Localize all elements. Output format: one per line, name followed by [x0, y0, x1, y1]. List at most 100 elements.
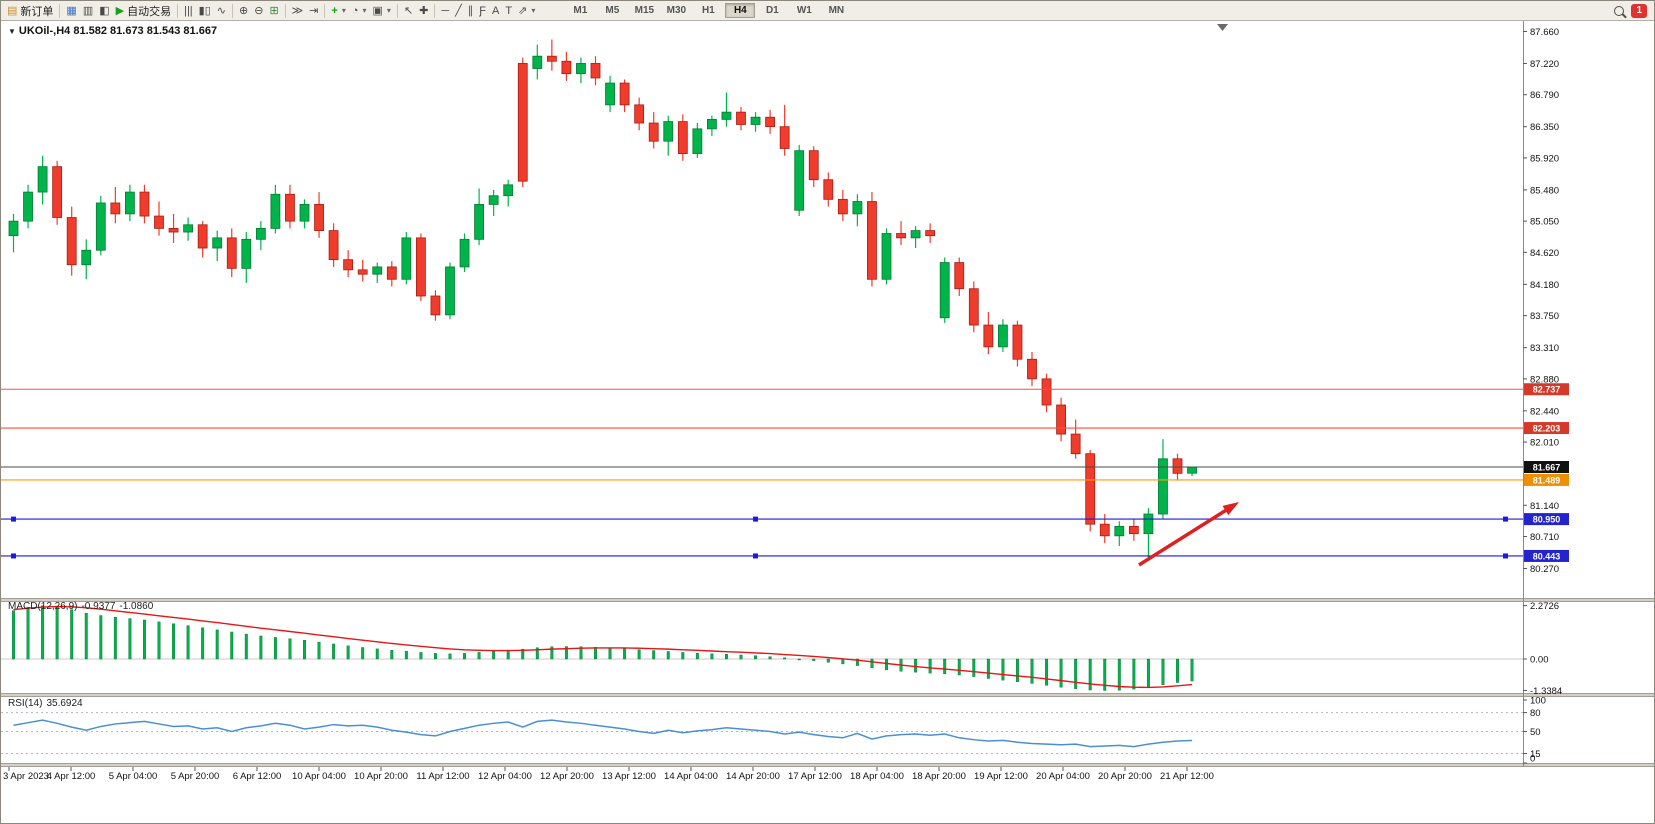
candle-body [386, 266, 397, 280]
new-order-button[interactable]: ▤ 新订单 [4, 3, 56, 19]
price-axis-label: 87.660 [1530, 27, 1559, 38]
candle-body [750, 116, 761, 125]
periods-button[interactable]: ◔ ▾ [349, 3, 370, 19]
time-axis-label: 20 Apr 04:00 [1036, 771, 1090, 782]
support-line-upper[interactable] [1, 516, 1523, 522]
candle-body [983, 324, 994, 348]
zoom-in-button[interactable]: ⊕ [236, 3, 251, 19]
text-label-tool-button[interactable]: T [502, 3, 515, 19]
candle-body [474, 204, 485, 240]
line-handle[interactable] [753, 553, 758, 559]
trendline-tool-icon: ╱ [455, 4, 462, 17]
fibonacci-tool-button[interactable]: Ƒ [476, 3, 489, 19]
macd-name: MACD(12,26,9) [8, 601, 78, 612]
candlestick-chart-button[interactable]: ▮▯ [196, 3, 214, 19]
autotrading-button[interactable]: ▶ 自动交易 [113, 3, 174, 19]
macd-main-value: -0.9377 [81, 601, 116, 612]
price-badge [1524, 473, 1569, 486]
timeframe-button-m15[interactable]: M15 [634, 5, 655, 16]
line-handle[interactable] [1503, 516, 1508, 522]
time-axis-label: 10 Apr 20:00 [354, 771, 408, 782]
candle-body [605, 82, 615, 106]
horizontal-line-tool-button[interactable]: ─ [438, 3, 452, 19]
trend-arrow[interactable] [1138, 502, 1239, 567]
candle-body [503, 184, 514, 197]
text-tool-button[interactable]: A [489, 3, 502, 19]
profiles-button[interactable]: ▥ [80, 3, 96, 19]
timeframe-button-d1[interactable]: D1 [765, 5, 779, 16]
candle-body [896, 233, 906, 239]
candle-body [823, 179, 834, 200]
candle-body [1143, 513, 1154, 535]
macd-axis[interactable]: 2.2726 0.00 -1.3384 [1523, 601, 1562, 697]
time-axis-label: 14 Apr 04:00 [664, 771, 718, 782]
timeframe-button-m1[interactable]: M1 [573, 5, 588, 16]
timeframe-button-w1[interactable]: W1 [796, 5, 812, 16]
templates-icon: ▣ [372, 4, 383, 17]
charts-window-button[interactable]: ▦ [63, 3, 79, 19]
price-axis-label: 87.220 [1530, 59, 1559, 70]
candle-body [488, 195, 499, 205]
templates-button[interactable]: ▣ ▾ [370, 3, 394, 19]
bar-chart-button[interactable]: ||| [181, 3, 196, 19]
price-badge [1524, 383, 1569, 396]
trendline-tool-button[interactable]: ╱ [452, 3, 465, 19]
arrows-tool-icon: ⇗ [518, 4, 528, 17]
auto-scroll-button[interactable]: ≫ [289, 3, 307, 19]
channel-tool-button[interactable]: ∥ [465, 3, 477, 19]
arrows-tool-button[interactable]: ⇗ ▾ [515, 3, 538, 19]
timeframe-button-h1[interactable]: H1 [701, 5, 715, 16]
crosshair-button[interactable]: ✚ [416, 3, 431, 19]
tile-windows-button[interactable]: ⊞ [266, 3, 281, 19]
line-handle[interactable] [11, 516, 16, 522]
candle-body [37, 166, 48, 193]
line-handle[interactable] [753, 516, 758, 522]
rsi-value: 35.6924 [46, 698, 83, 709]
macd-signal-value: -1.0860 [119, 601, 154, 612]
autotrading-label: 自动交易 [127, 5, 172, 18]
line-handle[interactable] [1503, 553, 1508, 559]
market-watch-button[interactable]: ◧ [96, 3, 112, 19]
support-line-lower[interactable] [1, 553, 1523, 559]
candle-body [546, 55, 557, 62]
candle-body [765, 116, 775, 128]
price-axis[interactable]: 87.660 87.220 86.790 86.350 85.920 85.480 85.0… [1523, 27, 1559, 575]
macd-scale-label: 0.00 [1530, 655, 1549, 666]
candlestick-series [8, 39, 1197, 561]
panel-separator[interactable] [1, 598, 1655, 767]
time-axis-label: 13 Apr 12:00 [602, 771, 656, 782]
rsi-name: RSI(14) [8, 698, 43, 709]
candle-body [328, 230, 339, 261]
search-button[interactable] [1611, 3, 1627, 19]
line-handle[interactable] [11, 553, 16, 559]
notification-badge[interactable]: 1 [1631, 3, 1647, 18]
candle-body [692, 128, 703, 154]
indicators-button[interactable]: + ▾ [328, 3, 348, 19]
timeframe-button-mn[interactable]: MN [828, 5, 845, 16]
rsi-scale-label: 100 [1530, 696, 1546, 707]
timeframe-button-h4[interactable]: H4 [725, 3, 756, 18]
price-axis-label: 81.140 [1530, 501, 1559, 512]
chevron-down-icon: ▾ [531, 6, 536, 15]
candle-body [212, 237, 223, 249]
time-axis-label: 18 Apr 20:00 [912, 771, 966, 782]
chart-shift-button[interactable]: ⇥ [306, 3, 321, 19]
candle-body [241, 238, 252, 269]
candle-body [270, 193, 281, 229]
zoom-out-button[interactable]: ⊖ [251, 3, 266, 19]
timeframe-button-m5[interactable]: M5 [605, 5, 620, 16]
price-badge-label: 81.667 [1533, 463, 1561, 473]
price-axis-label: 85.050 [1530, 217, 1559, 228]
candlestick-chart-icon: ▮▯ [198, 4, 211, 17]
line-chart-button[interactable]: ∿ [214, 3, 229, 19]
toolbar-separator [434, 3, 436, 18]
chart-shift-marker-icon[interactable] [1217, 24, 1228, 31]
candle-body [8, 220, 19, 237]
timeframe-button-m30[interactable]: M30 [666, 5, 687, 16]
tile-windows-icon: ⊞ [269, 4, 279, 17]
cursor-button[interactable]: ↖ [401, 3, 416, 19]
auto-scroll-icon: ≫ [291, 4, 304, 17]
